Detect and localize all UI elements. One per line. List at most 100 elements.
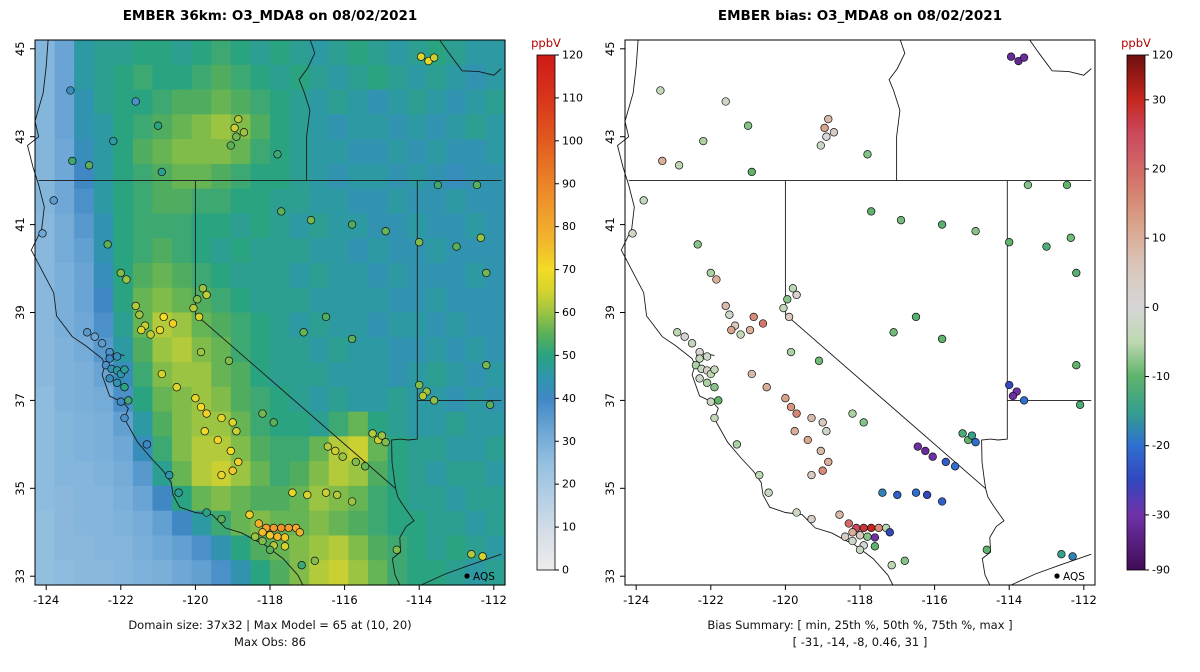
y-tick-label: 43 — [13, 129, 27, 144]
x-tick-label: -118 — [847, 593, 873, 607]
raster-cell — [407, 535, 428, 561]
raster-cell — [348, 436, 369, 462]
raster-cell — [328, 287, 349, 314]
id-mt-border-line — [1029, 39, 1092, 76]
raster-cell — [172, 64, 193, 91]
site-dot — [280, 542, 290, 551]
site-dot — [172, 383, 181, 392]
raster-cell — [348, 114, 369, 140]
site-dot — [120, 365, 129, 374]
raster-cell — [211, 337, 232, 363]
site-dot — [1005, 238, 1014, 247]
raster-cell — [348, 40, 369, 66]
raster-cell — [309, 510, 330, 537]
raster-cell — [387, 436, 408, 462]
raster-cell — [35, 411, 56, 437]
site-dot — [1062, 180, 1072, 190]
site-dot — [937, 220, 947, 229]
raster-cell — [211, 40, 232, 66]
raster-cell — [426, 560, 447, 586]
raster-cell — [250, 188, 271, 215]
raster-cell — [93, 64, 114, 91]
raster-cell — [348, 411, 369, 437]
site-dot — [429, 53, 439, 62]
raster-cell — [348, 89, 369, 115]
raster-cell — [35, 485, 56, 512]
raster-cell — [132, 362, 154, 388]
raster-cell — [407, 114, 428, 140]
site-dot — [893, 490, 902, 500]
plot-frame — [624, 39, 1096, 586]
raster-cell — [367, 510, 389, 537]
raster-cell — [93, 535, 114, 561]
raster-cell — [309, 362, 330, 388]
x-tick-label: -112 — [1071, 593, 1097, 607]
site-dot — [673, 328, 682, 337]
id-mt-border-line — [439, 39, 502, 76]
raster-cell — [426, 114, 447, 140]
site-dot — [105, 354, 114, 363]
site-dot — [418, 391, 428, 401]
raster-cell — [328, 163, 349, 190]
site-dot — [712, 275, 721, 284]
raster-cell — [446, 436, 467, 462]
raster-cell — [74, 40, 95, 66]
raster-cell — [407, 485, 428, 512]
site-dot — [112, 378, 122, 387]
x-tick-label: -116 — [332, 593, 358, 607]
raster-cell — [465, 337, 487, 363]
raster-cell — [309, 461, 330, 487]
site-dot — [332, 490, 342, 500]
site-dot — [921, 446, 930, 456]
x-tick-label: -122 — [698, 593, 724, 607]
raster-cell — [74, 287, 95, 314]
raster-cell — [191, 114, 212, 140]
raster-cell — [93, 510, 114, 537]
x-tick-label: -114 — [406, 593, 432, 607]
raster-cell — [74, 188, 95, 215]
site-dot — [277, 207, 286, 216]
site-dot — [124, 396, 133, 405]
raster-cell — [191, 139, 212, 165]
y-tick-label: 39 — [603, 305, 617, 320]
raster-cell — [367, 89, 389, 115]
site-dot — [786, 402, 796, 412]
raster-cell — [426, 238, 447, 264]
raster-cell — [465, 163, 487, 190]
raster-cell — [113, 114, 134, 140]
raster-cell — [35, 337, 56, 363]
raster-cell — [191, 238, 212, 264]
site-dot — [83, 328, 92, 337]
raster-cell — [211, 535, 232, 561]
raster-cell — [152, 510, 173, 537]
site-dot — [710, 383, 719, 392]
colorbar-tick-label: 80 — [562, 220, 576, 233]
ca-nv-border-line — [784, 180, 986, 490]
site-dot — [120, 413, 129, 423]
site-dot — [818, 466, 827, 475]
raster-cell — [407, 139, 428, 165]
aqs-legend-label: AQS — [473, 571, 495, 583]
raster-cell — [152, 287, 173, 314]
site-dot — [958, 429, 967, 438]
raster-cell — [348, 560, 369, 586]
y-tick-label: 45 — [603, 41, 617, 56]
raster-cell — [387, 510, 408, 537]
raster-cell — [191, 188, 212, 215]
raster-cell — [191, 262, 212, 289]
site-dot — [848, 528, 857, 537]
raster-cell — [407, 64, 428, 91]
site-dot — [874, 523, 883, 533]
raster-cell — [54, 337, 75, 363]
raster-cell — [230, 386, 252, 413]
raster-cell — [289, 436, 310, 462]
colorbar-tick-label: -30 — [1152, 508, 1170, 521]
raster-cell — [54, 188, 75, 215]
colorbar-tick-label: 60 — [562, 306, 576, 319]
site-dot — [807, 514, 816, 524]
site-dot — [135, 310, 144, 319]
raster-cell — [152, 238, 173, 264]
raster-cell — [309, 287, 330, 314]
raster-cell — [426, 411, 447, 437]
raster-cell — [387, 461, 408, 487]
